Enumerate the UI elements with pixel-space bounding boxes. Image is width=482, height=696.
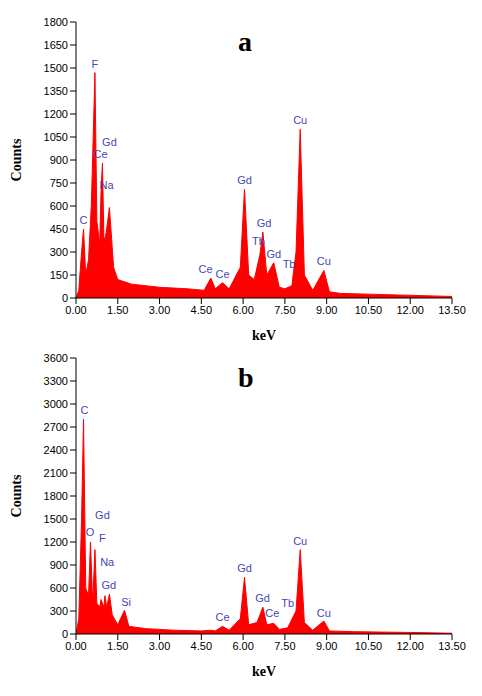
svg-text:F: F bbox=[99, 532, 106, 544]
svg-text:Gd: Gd bbox=[266, 248, 281, 260]
svg-text:Si: Si bbox=[121, 596, 131, 608]
svg-text:Na: Na bbox=[100, 179, 115, 191]
svg-text:keV: keV bbox=[252, 664, 276, 679]
svg-text:13.50: 13.50 bbox=[438, 640, 466, 652]
svg-text:Ce: Ce bbox=[198, 263, 212, 275]
svg-text:2400: 2400 bbox=[44, 444, 68, 456]
svg-text:Tb: Tb bbox=[252, 235, 265, 247]
svg-text:1.50: 1.50 bbox=[107, 640, 128, 652]
svg-text:C: C bbox=[80, 214, 88, 226]
svg-text:Counts: Counts bbox=[9, 138, 24, 181]
svg-text:12.00: 12.00 bbox=[396, 304, 424, 316]
svg-text:Gd: Gd bbox=[102, 136, 117, 148]
svg-text:3600: 3600 bbox=[44, 352, 68, 364]
svg-text:12.00: 12.00 bbox=[396, 640, 424, 652]
svg-text:10.50: 10.50 bbox=[355, 640, 383, 652]
svg-text:Tb: Tb bbox=[283, 258, 296, 270]
svg-text:7.50: 7.50 bbox=[274, 640, 295, 652]
svg-text:1.50: 1.50 bbox=[107, 304, 128, 316]
svg-text:Cu: Cu bbox=[293, 114, 307, 126]
svg-text:150: 150 bbox=[50, 269, 68, 281]
svg-text:Counts: Counts bbox=[9, 474, 24, 517]
svg-text:1800: 1800 bbox=[44, 16, 68, 28]
svg-text:600: 600 bbox=[50, 200, 68, 212]
svg-text:10.50: 10.50 bbox=[355, 304, 383, 316]
svg-text:1500: 1500 bbox=[44, 62, 68, 74]
svg-text:3.00: 3.00 bbox=[149, 304, 170, 316]
svg-text:Ce: Ce bbox=[265, 607, 279, 619]
svg-text:9.00: 9.00 bbox=[316, 640, 337, 652]
svg-text:Ce: Ce bbox=[215, 268, 229, 280]
svg-text:Gd: Gd bbox=[237, 174, 252, 186]
svg-text:0: 0 bbox=[62, 292, 68, 304]
svg-text:Cu: Cu bbox=[317, 255, 331, 267]
svg-text:Ce: Ce bbox=[93, 148, 107, 160]
svg-text:1200: 1200 bbox=[44, 108, 68, 120]
svg-text:Gd: Gd bbox=[255, 592, 270, 604]
svg-text:1500: 1500 bbox=[44, 513, 68, 525]
svg-text:0: 0 bbox=[62, 628, 68, 640]
svg-text:3.00: 3.00 bbox=[149, 640, 170, 652]
svg-text:keV: keV bbox=[252, 328, 276, 343]
svg-text:6.00: 6.00 bbox=[232, 304, 253, 316]
svg-text:600: 600 bbox=[50, 582, 68, 594]
svg-text:4.50: 4.50 bbox=[191, 640, 212, 652]
svg-text:0.00: 0.00 bbox=[65, 640, 86, 652]
svg-text:1350: 1350 bbox=[44, 85, 68, 97]
html-text:a: a bbox=[238, 26, 252, 57]
svg-text:2700: 2700 bbox=[44, 421, 68, 433]
svg-text:13.50: 13.50 bbox=[438, 304, 466, 316]
html-text:b: b bbox=[238, 362, 254, 393]
svg-text:3300: 3300 bbox=[44, 375, 68, 387]
svg-text:Gd: Gd bbox=[237, 562, 252, 574]
svg-text:O: O bbox=[86, 526, 95, 538]
svg-text:Gd: Gd bbox=[102, 579, 117, 591]
svg-text:Cu: Cu bbox=[317, 607, 331, 619]
svg-text:900: 900 bbox=[50, 559, 68, 571]
svg-text:C: C bbox=[80, 404, 88, 416]
svg-text:Tb: Tb bbox=[281, 597, 294, 609]
svg-text:Cu: Cu bbox=[293, 535, 307, 547]
svg-text:1050: 1050 bbox=[44, 131, 68, 143]
svg-text:4.50: 4.50 bbox=[191, 304, 212, 316]
svg-text:Gd: Gd bbox=[95, 509, 110, 521]
svg-text:1800: 1800 bbox=[44, 490, 68, 502]
svg-text:0.00: 0.00 bbox=[65, 304, 86, 316]
svg-text:300: 300 bbox=[50, 246, 68, 258]
svg-text:2100: 2100 bbox=[44, 467, 68, 479]
svg-text:7.50: 7.50 bbox=[274, 304, 295, 316]
svg-text:Na: Na bbox=[100, 556, 115, 568]
svg-text:450: 450 bbox=[50, 223, 68, 235]
svg-text:1200: 1200 bbox=[44, 536, 68, 548]
svg-text:Ce: Ce bbox=[215, 611, 229, 623]
svg-text:6.00: 6.00 bbox=[232, 640, 253, 652]
svg-text:300: 300 bbox=[50, 605, 68, 617]
svg-text:900: 900 bbox=[50, 154, 68, 166]
svg-text:Gd: Gd bbox=[257, 217, 272, 229]
svg-text:F: F bbox=[92, 58, 99, 70]
svg-text:3000: 3000 bbox=[44, 398, 68, 410]
svg-text:750: 750 bbox=[50, 177, 68, 189]
svg-text:9.00: 9.00 bbox=[316, 304, 337, 316]
svg-text:1650: 1650 bbox=[44, 39, 68, 51]
